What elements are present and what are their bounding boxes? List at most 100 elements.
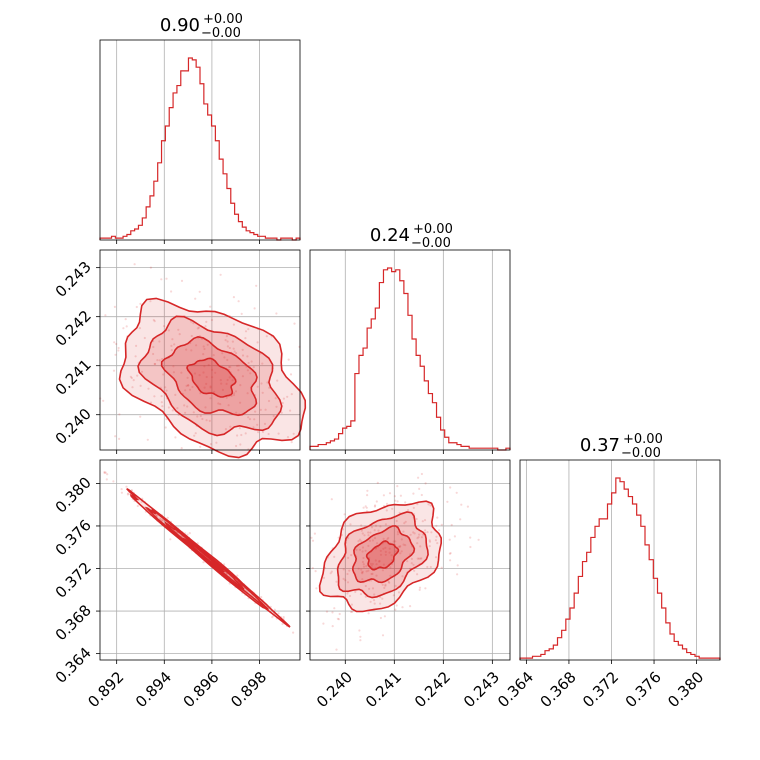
sample-point <box>347 556 350 559</box>
sample-point <box>388 492 392 495</box>
sample-point <box>418 557 421 560</box>
sample-point <box>388 581 391 584</box>
sample-point <box>367 569 370 572</box>
sample-point <box>338 612 341 616</box>
sample-point <box>204 406 207 409</box>
sample-point <box>290 393 293 396</box>
sample-point <box>368 587 371 590</box>
sample-point <box>370 564 373 567</box>
sample-point <box>416 557 419 560</box>
sample-point <box>246 369 249 372</box>
sample-point <box>382 537 385 540</box>
sample-point <box>234 390 238 393</box>
sample-point <box>364 584 367 588</box>
sample-point <box>261 430 265 433</box>
sample-point <box>256 423 259 426</box>
sample-point <box>193 434 196 437</box>
sample-point <box>174 436 177 439</box>
sample-point <box>244 337 247 340</box>
sample-point <box>120 491 123 494</box>
sample-point <box>370 526 374 529</box>
sample-point <box>406 560 409 563</box>
sample-point <box>118 413 121 416</box>
sample-point <box>196 415 199 418</box>
sample-point <box>315 587 318 590</box>
sample-point <box>232 323 235 326</box>
sample-point <box>371 572 374 575</box>
sample-point <box>152 318 155 322</box>
sample-point <box>202 353 205 356</box>
sample-point <box>369 531 372 534</box>
sample-point <box>209 397 212 400</box>
sample-point <box>292 631 295 634</box>
panel-frame <box>99 249 301 451</box>
sample-point <box>286 395 289 398</box>
sample-point <box>237 369 240 372</box>
sample-point <box>402 530 405 533</box>
sample-point <box>154 362 157 366</box>
sample-point <box>399 494 402 497</box>
scatter-panel-3: 0.240 0.241 0.242 0.243 <box>306 459 511 711</box>
sample-point <box>365 565 368 568</box>
sample-point <box>174 393 177 396</box>
sample-point <box>266 381 269 384</box>
sample-point <box>158 517 162 520</box>
sample-point <box>361 578 364 581</box>
sample-point <box>117 349 120 352</box>
sample-point <box>224 428 227 431</box>
sample-point <box>203 347 206 351</box>
sample-point <box>275 405 278 408</box>
contour-level <box>160 335 258 417</box>
sample-point <box>449 486 452 489</box>
sample-point <box>236 574 239 577</box>
sample-point <box>193 372 197 375</box>
sample-point <box>252 366 255 369</box>
sample-point <box>281 622 284 626</box>
histogram-step-line <box>99 57 301 241</box>
title-upper-error: +0.00 <box>623 432 663 447</box>
sample-point <box>477 538 480 541</box>
sample-point <box>394 550 397 553</box>
sample-point <box>412 492 415 495</box>
sample-point <box>183 404 186 407</box>
sample-point <box>232 394 236 397</box>
sample-point <box>348 594 352 598</box>
sample-point <box>205 419 208 422</box>
sample-point <box>369 562 372 565</box>
sample-point <box>256 341 259 344</box>
sample-point <box>252 426 255 429</box>
sample-point <box>367 612 370 615</box>
sample-point <box>396 500 399 503</box>
sample-point <box>214 371 217 374</box>
sample-point <box>377 529 380 532</box>
sample-point <box>396 530 400 534</box>
sample-point <box>212 354 215 357</box>
sample-point <box>373 602 376 605</box>
sample-point <box>241 354 245 357</box>
sample-point <box>185 384 188 387</box>
sample-point <box>359 639 362 642</box>
sample-point <box>325 610 329 613</box>
sample-point <box>171 338 174 341</box>
sample-point <box>362 506 365 509</box>
sample-point <box>456 564 459 567</box>
sample-point <box>282 616 285 619</box>
sample-point <box>394 499 397 502</box>
sample-point <box>161 519 164 522</box>
sample-point <box>115 342 118 346</box>
sample-point <box>373 537 377 540</box>
sample-point <box>277 612 280 615</box>
sample-point <box>396 533 399 536</box>
sample-point <box>260 596 263 599</box>
sample-point <box>249 372 252 375</box>
sample-point <box>153 395 156 398</box>
sample-point <box>424 587 427 590</box>
sample-point <box>226 340 229 343</box>
sample-point <box>164 426 167 429</box>
sample-point <box>469 545 472 549</box>
title-value: 0.24 <box>370 225 410 246</box>
sample-point <box>448 552 451 555</box>
sample-point <box>381 569 384 572</box>
sample-point <box>395 604 398 607</box>
sample-point <box>130 376 133 380</box>
